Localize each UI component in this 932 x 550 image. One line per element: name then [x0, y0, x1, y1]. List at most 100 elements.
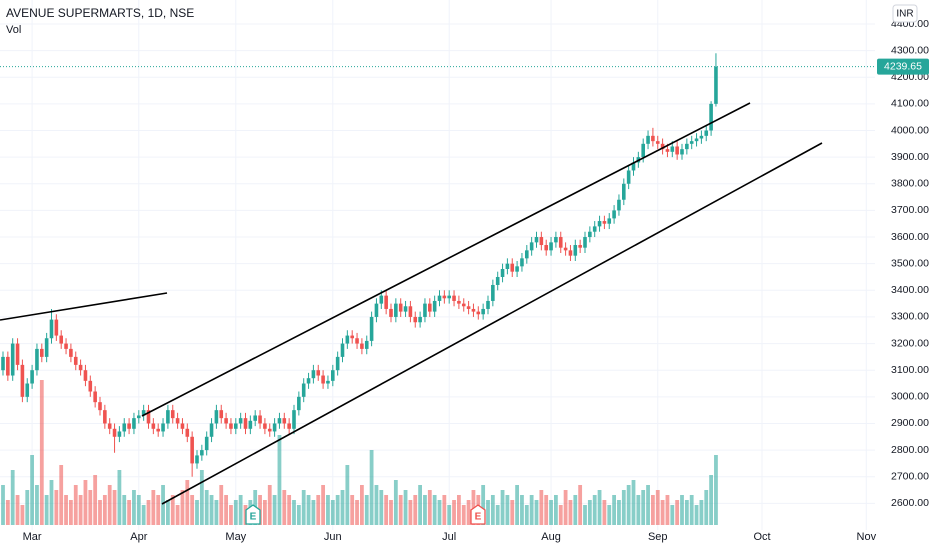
candle-body — [525, 250, 529, 259]
volume-bar — [296, 505, 301, 525]
volume-bar — [326, 495, 330, 525]
candle-body — [277, 418, 282, 424]
volume-bar — [621, 490, 626, 525]
y-tick-label: 4100.00 — [891, 98, 929, 110]
candle-body — [35, 348, 39, 371]
candle-body — [156, 428, 160, 432]
candle-body — [243, 418, 248, 429]
x-tick-label: Mar — [23, 531, 42, 543]
volume-bar — [524, 505, 529, 525]
volume-bar — [602, 500, 607, 525]
candle-body — [195, 455, 199, 464]
candle-body — [573, 245, 578, 256]
trend-line — [141, 102, 751, 417]
volume-bar — [306, 495, 311, 525]
candle-body — [515, 266, 519, 272]
volume-bar — [204, 490, 209, 525]
volume-bar — [641, 490, 646, 525]
volume-bar — [447, 505, 452, 525]
candle-body — [132, 418, 136, 429]
candle-body — [699, 135, 704, 139]
volume-bar — [607, 505, 612, 525]
volume-bar — [418, 485, 422, 525]
volume-bar — [233, 500, 238, 525]
candle-body — [641, 143, 645, 158]
volume-bar — [1, 485, 5, 525]
candle-body — [350, 335, 354, 339]
candle-body — [471, 308, 476, 312]
volume-bar — [626, 485, 631, 525]
volume-bar — [287, 495, 292, 525]
candle-body — [73, 356, 78, 365]
volume-bar — [316, 495, 321, 525]
volume-bar — [112, 490, 117, 525]
volume-bar — [684, 500, 689, 525]
candle-body — [457, 300, 461, 304]
candle-body — [558, 237, 563, 248]
candle-body — [398, 303, 403, 312]
candle-body — [98, 402, 102, 411]
candle-body — [510, 263, 515, 272]
candle-body — [374, 303, 379, 317]
candle-body — [15, 343, 20, 365]
earnings-marker — [470, 504, 486, 525]
volume-bar — [636, 495, 641, 525]
volume-bar — [403, 490, 408, 525]
volume-bar — [224, 495, 228, 525]
candle-body — [335, 356, 340, 371]
trend-lines — [0, 102, 823, 505]
volume-bar — [141, 505, 146, 525]
currency-box[interactable] — [892, 4, 918, 23]
currency-label[interactable]: INR — [896, 9, 913, 20]
candle-body — [413, 316, 418, 323]
candle-body — [534, 237, 539, 243]
volume-bar — [73, 485, 78, 525]
candle-body — [476, 311, 481, 315]
candle-body — [651, 135, 655, 142]
candle-body — [529, 242, 534, 251]
volume-bar — [272, 495, 277, 525]
candle-body — [301, 383, 306, 397]
volume-bar — [646, 485, 650, 525]
candle-body — [44, 338, 49, 357]
volume-bar — [25, 490, 30, 525]
volume-bar — [563, 490, 568, 525]
volume-bar — [689, 495, 694, 525]
volume-bar — [10, 470, 15, 525]
volume-bar — [374, 485, 379, 525]
volume-bar — [665, 495, 670, 525]
candle-body — [588, 231, 592, 238]
volume-bar — [282, 490, 287, 525]
candle-body — [49, 319, 54, 339]
volume-bar — [166, 500, 170, 525]
volume-bar — [311, 500, 316, 525]
candle-body — [151, 423, 156, 429]
volume-bar — [340, 490, 345, 525]
candle-body — [263, 423, 267, 429]
candle-body — [428, 303, 432, 312]
volume-bar — [694, 505, 699, 525]
volume-bar — [35, 485, 39, 525]
y-tick-label: 3600.00 — [891, 231, 929, 243]
candle-body — [30, 370, 34, 384]
candle-body — [122, 423, 127, 432]
volume-bar — [384, 495, 389, 525]
candle-body — [321, 375, 325, 384]
volume-bar — [714, 455, 718, 525]
candle-body — [6, 356, 10, 376]
candle-body — [602, 221, 607, 224]
candle-body — [432, 300, 437, 312]
volume-bar — [534, 500, 539, 525]
candle-body — [408, 306, 413, 317]
x-tick-label: Jun — [324, 531, 342, 543]
volume-bar — [427, 490, 432, 525]
volume-bar — [59, 465, 64, 525]
volume-bar — [54, 490, 59, 525]
volume-bar — [393, 480, 398, 525]
volume-bar — [355, 500, 359, 525]
volume-bar — [631, 480, 636, 525]
candle-body — [631, 162, 636, 171]
volume-bar — [442, 495, 447, 525]
volume-bar — [437, 500, 442, 525]
